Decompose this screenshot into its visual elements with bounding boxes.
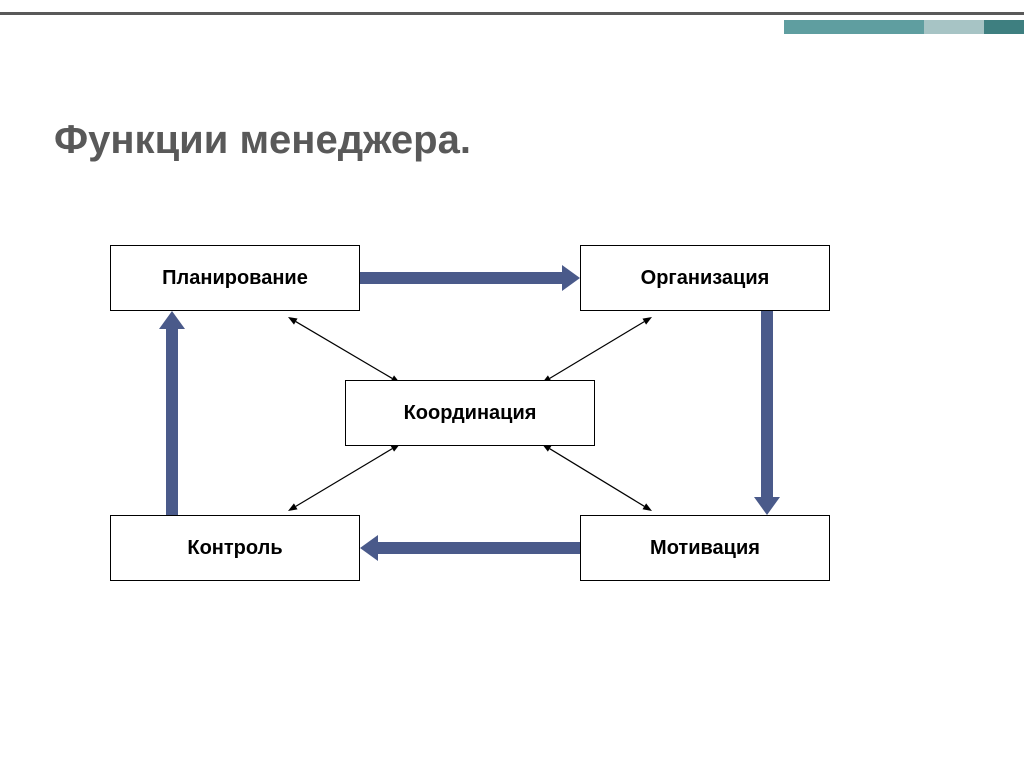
header-segment-2 xyxy=(924,20,984,34)
box-coordination: Координация xyxy=(345,380,595,446)
slide-title: Функции менеджера. xyxy=(54,118,471,163)
box-control: Контроль xyxy=(110,515,360,581)
box-planning: Планирование xyxy=(110,245,360,311)
header-dark-line xyxy=(0,12,1024,15)
header-segment-1 xyxy=(784,20,924,34)
diagram: Планирование Организация Координация Кон… xyxy=(110,245,890,645)
slide: Функции менеджера. Планирование Организа… xyxy=(0,0,1024,767)
header-color-segments xyxy=(784,20,1024,34)
header-segment-3 xyxy=(984,20,1024,34)
box-motivation: Мотивация xyxy=(580,515,830,581)
box-organization: Организация xyxy=(580,245,830,311)
